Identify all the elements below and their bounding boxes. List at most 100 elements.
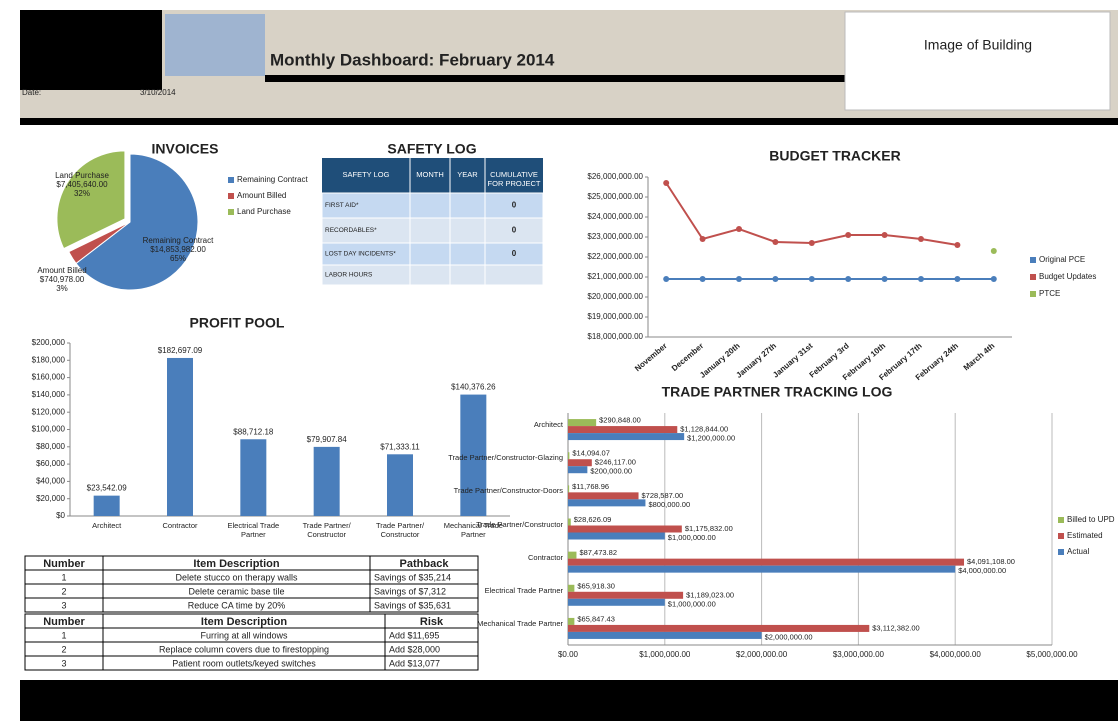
bar-value-label: $1,128,844.00 [680,425,728,434]
x-tick-label-box: Trade Partner/ Constructor [376,521,424,539]
safety-row-value: 0 [512,201,517,210]
legend-label: PTCE [1039,289,1060,298]
safety-row-bg [321,217,544,244]
table-cell: 2 [61,586,66,596]
line-point [918,236,924,242]
legend-label: Estimated [1067,531,1103,540]
bar [568,584,575,592]
bar [460,394,487,516]
y-tick-label: $140,000 [32,390,66,399]
safety-row-label: LABOR HOURS [325,272,373,279]
safety-row-bg [321,264,544,286]
y-tick-label-box: Mechanical Trade Partner [477,619,563,628]
y-tick-label: $26,000,000.00 [587,172,643,181]
date-label: Date: [22,88,41,97]
bar-value-label: $28,626.09 [574,515,612,524]
y-tick-label: Trade Partner/Constructor-Glazing [448,453,563,463]
y-tick-label: $22,000,000.00 [587,252,643,261]
legend-label: Actual [1067,547,1089,556]
bar-value-label: $1,200,000.00 [687,434,735,443]
table-cell: Delete ceramic base tile [188,586,284,596]
legend-label: Budget Updates [1039,272,1096,281]
line-point [954,242,961,248]
y-tick-label-box: Trade Partner/Constructor-Glazing [448,453,563,463]
table-cell: 3 [61,658,66,668]
y-tick-label: Architect [533,420,563,430]
bar-value-label: $728,587.00 [642,491,684,500]
safety-header-cell-box: MONTH [416,170,444,179]
bar [568,459,592,467]
table-cell: Patient room outlets/keyed switches [172,658,316,668]
x-tick-label: Electrical Trade Partner [227,521,280,539]
table-cell: Delete stucco on therapy walls [175,572,298,582]
pie-label-value: $7,405,640.00 [56,180,108,189]
x-tick-label-box: Electrical Trade Partner [227,521,280,539]
x-tick-label: December [670,341,705,373]
pie-label-value: $14,853,982.00 [150,245,206,254]
bar-value-label: $11,768.96 [572,482,609,491]
line-point [881,232,888,238]
safety-row-label: RECORDABLES* [325,227,377,234]
bar-value-label: $200,000.00 [590,467,632,476]
date-value: 3/10/2014 [140,88,176,97]
pie-label-name: Amount Billed [37,266,86,275]
x-tick-label: $1,000,000.00 [639,650,691,659]
bar-value-label: $1,189,023.00 [686,590,734,599]
bar [568,419,597,427]
y-tick-label: $25,000,000.00 [587,192,643,201]
y-tick-label: Trade Partner/Constructor-Doors [453,486,563,496]
legend-swatch [1030,291,1036,297]
line-point [918,276,924,282]
bar [93,495,120,516]
y-tick-label: $60,000 [36,459,65,468]
line-point [845,232,852,238]
bar [240,439,267,516]
safety-header-bg [322,158,543,193]
line-point [663,180,670,186]
bar [568,426,678,434]
y-tick-label: $19,000,000.00 [587,312,643,321]
table-cell: 2 [61,644,66,654]
footer-band [20,680,1118,721]
line-point [954,276,961,282]
bar-value-label: $4,091,108.00 [967,557,1015,566]
table-header-cell: Risk [420,616,444,628]
bar-value-label: $1,175,832.00 [685,524,733,533]
line-point [772,276,779,282]
x-tick-label: $5,000,000.00 [1026,650,1078,659]
y-tick-label: $180,000 [32,355,66,364]
legend-swatch [1030,274,1036,280]
line-point [881,276,888,282]
y-tick-label: $80,000 [36,442,65,451]
pie-slice [75,153,199,291]
bar-value-label: $290,848.00 [599,416,641,425]
bar [568,591,684,599]
y-tick-label: $18,000,000.00 [587,332,643,341]
bar-value-label: $3,112,382.00 [872,623,919,632]
y-tick-label: $21,000,000.00 [587,272,643,281]
y-tick-label: $23,000,000.00 [587,232,643,241]
legend-label: Land Purchase [237,207,291,216]
bar-value-label: $800,000.00 [648,500,690,509]
y-tick-label: $200,000 [32,338,66,347]
x-tick-label: $0.00 [558,650,579,659]
safety-header-cell-box: YEAR [457,170,477,179]
bar [568,532,665,540]
legend-swatch [228,209,234,215]
safety-title: SAFETY LOG [387,141,476,157]
x-tick-label: Mechanical Trade Partner [443,521,503,539]
safety-header-cell: SAFETY LOG [342,170,390,179]
y-tick-label: $24,000,000.00 [587,212,643,221]
x-tick-label: November [633,341,669,373]
safety-row-value: 0 [512,226,517,235]
y-tick-label: $100,000 [32,425,66,434]
chart-title: TRADE PARTNER TRACKING LOG [662,384,893,400]
table-header-cell: Pathback [400,558,450,570]
legend-label: Remaining Contract [237,175,308,184]
bar [568,598,665,606]
bar-value-label: $79,907.84 [307,435,348,444]
table-cell: Replace column covers due to firestoppin… [159,644,329,654]
bar [568,525,682,533]
table-cell: 3 [61,600,66,610]
